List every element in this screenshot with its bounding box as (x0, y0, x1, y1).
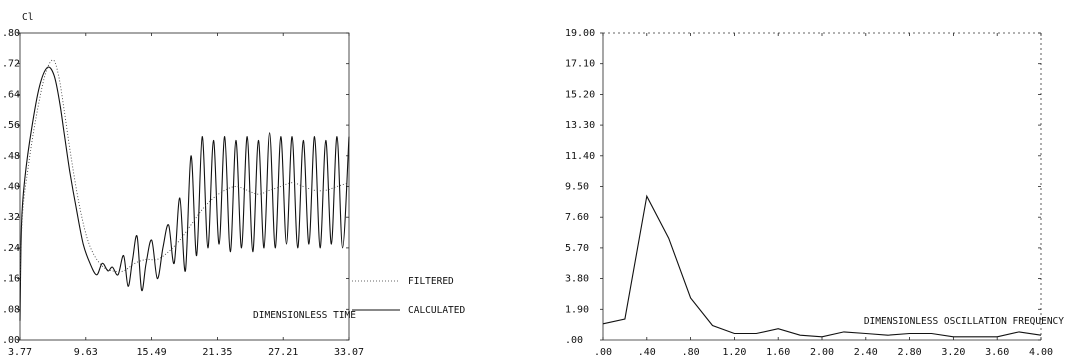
chart-2-series (602, 194, 1042, 338)
chart-1-xlabel: DIMENSIONLESS TIME (253, 310, 356, 321)
chart-2-xlabel: DIMENSIONLESS OSCILLATION FREQUENCY (864, 316, 1064, 327)
x-tick-label: 9.63 (74, 347, 98, 358)
chart-2-y-ticks: .00 1.90 3.80 5.70 7.60 9.50 11.40 13.30 15.20 17… (565, 28, 1041, 346)
x-tick-label: 4.00 (1029, 347, 1053, 358)
x-tick-label: 1.20 (722, 347, 746, 358)
chart-2: .00 1.90 3.80 5.70 7.60 9.50 11.40 13.30 15.20 17… (565, 28, 1064, 358)
x-tick-label: .00 (594, 347, 612, 358)
y-tick-label: 15.20 (565, 89, 595, 100)
series-line-filtered (19, 59, 350, 283)
y-tick-label: .48 (2, 151, 20, 162)
x-tick-label: 21.35 (202, 347, 232, 358)
x-tick-label: 2.00 (810, 347, 834, 358)
x-tick-label: .80 (682, 347, 700, 358)
y-tick-label: .32 (2, 212, 20, 223)
chart-1-series (19, 59, 350, 321)
y-tick-label: 7.60 (565, 212, 589, 223)
y-tick-label: 13.30 (565, 120, 595, 131)
y-tick-label: 3.80 (565, 274, 589, 285)
chart-2-x-ticks: .00 .40 .80 1.20 1.60 2.00 2.40 2.80 3.20 3.60 4.0… (594, 33, 1053, 358)
y-tick-label: .72 (2, 59, 20, 70)
legend-calculated-label: CALCULATED (408, 305, 465, 316)
x-tick-label: 33.07 (334, 347, 364, 358)
x-tick-label: 3.60 (985, 347, 1009, 358)
chart-1-ylabel: Cl (22, 12, 33, 23)
chart-1: .00 .08 .16 .24 .32 .40 .48 .56 .64 .72 .80 3.77 9.… (2, 12, 465, 358)
series-line-calculated (19, 66, 350, 321)
y-tick-label: 11.40 (565, 151, 595, 162)
y-tick-label: .56 (2, 120, 20, 131)
y-tick-label: .00 (2, 335, 20, 346)
series-line-spectrum (602, 194, 1042, 338)
y-tick-label: .08 (2, 304, 20, 315)
x-tick-label: 1.60 (766, 347, 790, 358)
y-tick-label: 19.00 (565, 28, 595, 39)
x-tick-label: 27.21 (268, 347, 298, 358)
chart-1-x-ticks: 3.77 9.63 15.49 21.35 27.21 33.07 (8, 33, 364, 358)
x-tick-label: .40 (638, 347, 656, 358)
y-tick-label: 1.90 (565, 304, 589, 315)
legend-filtered-label: FILTERED (408, 276, 454, 287)
x-tick-label: 3.77 (8, 347, 32, 358)
x-tick-label: 3.20 (941, 347, 965, 358)
y-tick-label: 17.10 (565, 59, 595, 70)
y-tick-label: .40 (2, 182, 20, 193)
chart-1-y-ticks: .00 .08 .16 .24 .32 .40 .48 .56 .64 .72 .80 (2, 28, 349, 346)
y-tick-label: .16 (2, 274, 20, 285)
y-tick-label: .24 (2, 243, 20, 254)
y-tick-label: 5.70 (565, 243, 589, 254)
x-tick-label: 2.40 (854, 347, 878, 358)
y-tick-label: 9.50 (565, 182, 589, 193)
x-tick-label: 15.49 (137, 347, 167, 358)
y-tick-label: .64 (2, 89, 20, 100)
y-tick-label: .00 (565, 335, 583, 346)
chart-1-legend: FILTERED CALCULATED (352, 276, 465, 316)
y-tick-label: .80 (2, 28, 20, 39)
chart-1-frame (19, 32, 350, 341)
x-tick-label: 2.80 (898, 347, 922, 358)
